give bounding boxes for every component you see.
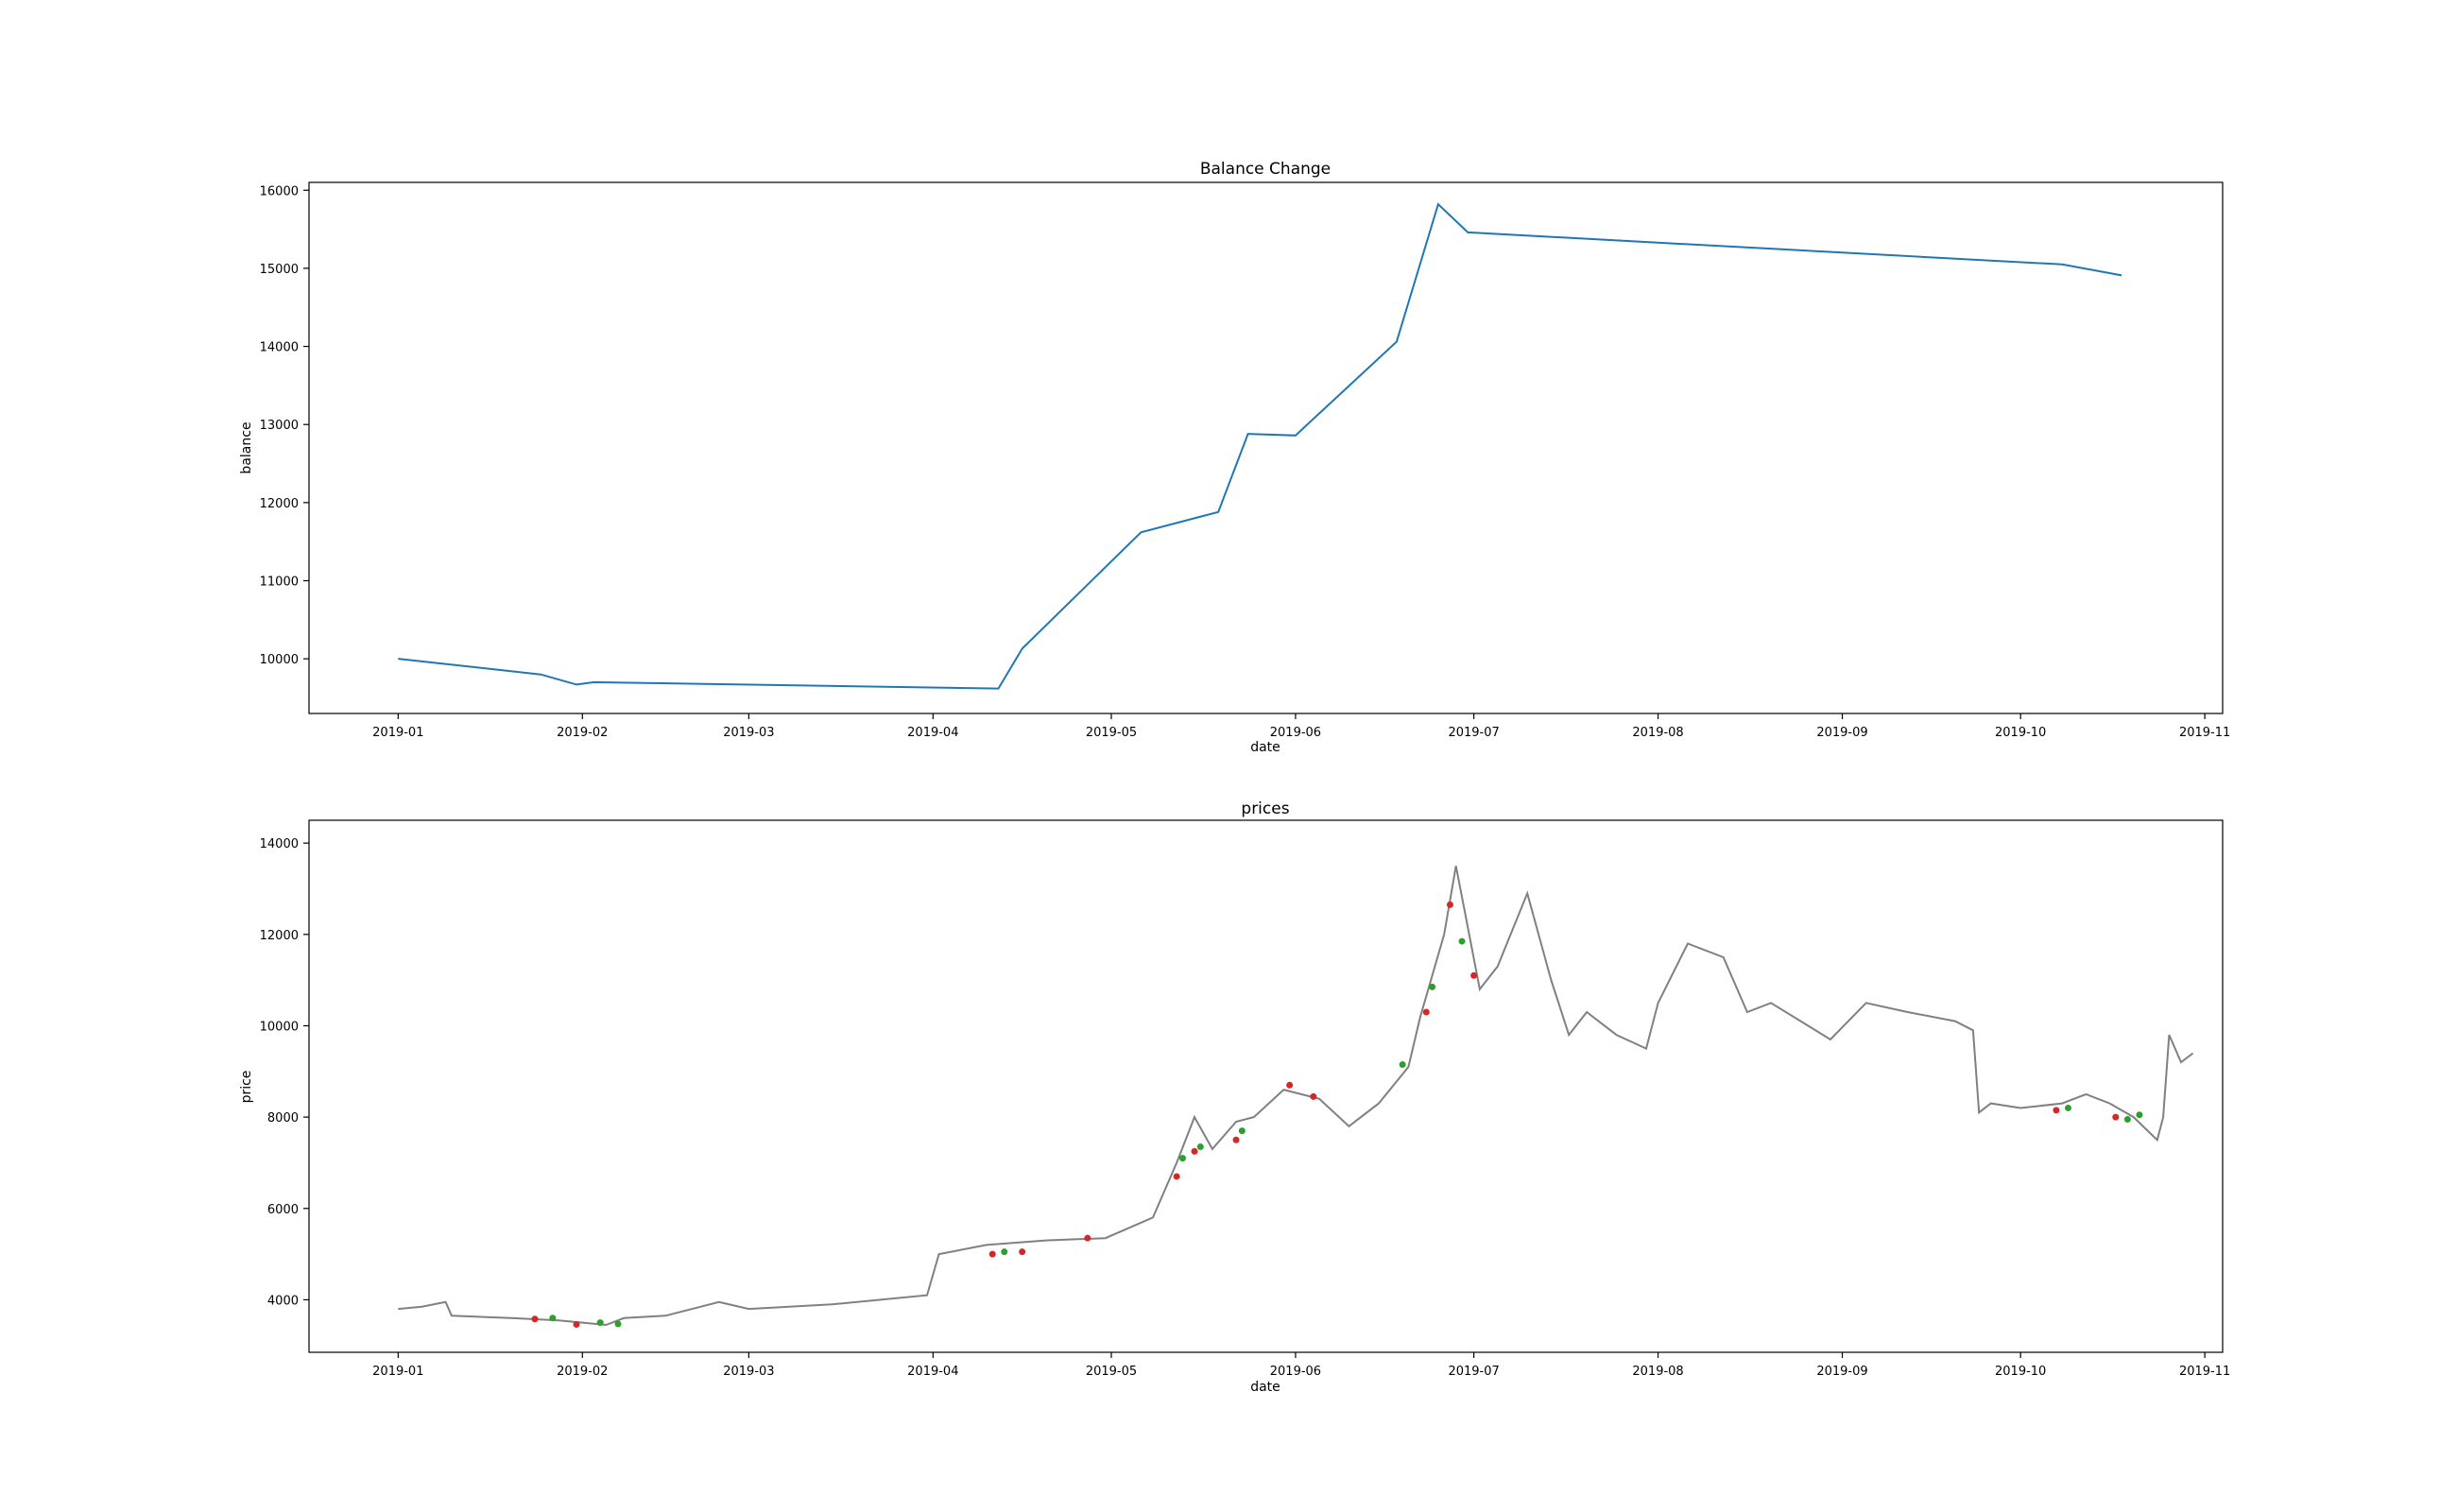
buy-marker: [1429, 983, 1436, 990]
x-tick-label: 2019-09: [1816, 726, 1867, 740]
x-tick-label: 2019-05: [1086, 1365, 1137, 1379]
buy-marker: [549, 1314, 557, 1322]
buy-marker: [1458, 937, 1466, 945]
x-tick-label: 2019-01: [372, 1365, 423, 1379]
y-tick-label: 12000: [260, 929, 299, 943]
y-tick-label: 13000: [260, 419, 299, 433]
prices-chart-x-ticks: 2019-01 2019-02 2019-03 2019-04 2019-05 2019-…: [372, 1352, 2230, 1379]
balance-chart-y-ticks: 10000 11000 12000 13000 14000 15000 16000: [260, 184, 309, 667]
balance-chart-x-ticks: 2019-01 2019-02 2019-03 2019-04 2019-05 2019-…: [372, 713, 2230, 740]
x-tick-label: 2019-10: [1995, 1365, 2046, 1379]
sell-marker: [1422, 1008, 1430, 1016]
balance-chart: Balance Change 2019-01 2019-02 2019-03 2019…: [239, 160, 2230, 755]
sell-marker: [1310, 1092, 1317, 1100]
sell-marker: [1084, 1234, 1091, 1242]
prices-chart: prices 2019-01 2019-02 2019-03 2019-04 2019-…: [239, 799, 2230, 1395]
y-tick-label: 12000: [260, 497, 299, 511]
y-tick-label: 4000: [267, 1294, 299, 1308]
sell-marker: [1173, 1173, 1180, 1180]
y-tick-label: 15000: [260, 263, 299, 277]
prices-chart-x-label: date: [1250, 1380, 1280, 1395]
y-tick-label: 14000: [260, 341, 299, 355]
y-tick-label: 10000: [260, 1020, 299, 1034]
buy-marker: [596, 1319, 604, 1327]
y-tick-label: 14000: [260, 837, 299, 851]
x-tick-label: 2019-06: [1270, 1365, 1321, 1379]
buy-marker: [2064, 1104, 2071, 1111]
sell-markers: [531, 901, 2120, 1329]
buy-marker: [1196, 1143, 1204, 1151]
prices-chart-plot-area: [308, 819, 2224, 1353]
buy-marker: [2136, 1111, 2143, 1119]
x-tick-label: 2019-11: [2179, 1365, 2230, 1379]
sell-marker: [1232, 1136, 1240, 1143]
balance-chart-x-label: date: [1250, 740, 1280, 755]
x-tick-label: 2019-05: [1086, 726, 1137, 740]
x-tick-label: 2019-08: [1632, 726, 1683, 740]
buy-marker: [614, 1320, 622, 1328]
prices-chart-y-label: price: [239, 1071, 254, 1104]
balance-chart-title: Balance Change: [1200, 160, 1331, 179]
buy-marker: [1001, 1248, 1008, 1256]
sell-marker: [531, 1315, 539, 1323]
x-tick-label: 2019-07: [1448, 1365, 1499, 1379]
buy-markers: [549, 937, 2143, 1328]
balance-chart-plot-area: [308, 181, 2224, 714]
buy-marker: [1238, 1127, 1246, 1135]
sell-marker: [2112, 1113, 2120, 1121]
x-tick-label: 2019-09: [1816, 1365, 1867, 1379]
balance-chart-y-label: balance: [239, 421, 254, 473]
sell-marker: [1446, 901, 1453, 908]
x-tick-label: 2019-10: [1995, 726, 2046, 740]
buy-marker: [2123, 1116, 2131, 1124]
y-tick-label: 11000: [260, 576, 299, 590]
x-tick-label: 2019-06: [1270, 726, 1321, 740]
y-tick-label: 6000: [267, 1203, 299, 1217]
y-tick-label: 16000: [260, 184, 299, 198]
sell-marker: [1191, 1147, 1198, 1155]
x-tick-label: 2019-07: [1448, 726, 1499, 740]
sell-marker: [1470, 971, 1478, 979]
balance-line: [398, 202, 2122, 690]
sell-marker: [988, 1250, 996, 1258]
sell-marker: [2053, 1107, 2060, 1114]
x-tick-label: 2019-02: [557, 1365, 608, 1379]
y-tick-label: 8000: [267, 1111, 299, 1125]
sell-marker: [573, 1321, 580, 1329]
x-tick-label: 2019-01: [372, 726, 423, 740]
x-tick-label: 2019-04: [907, 1365, 958, 1379]
price-line: [398, 866, 2194, 1327]
x-tick-label: 2019-02: [557, 726, 608, 740]
sell-marker: [1019, 1248, 1026, 1256]
x-tick-label: 2019-04: [907, 726, 958, 740]
x-tick-label: 2019-03: [723, 726, 774, 740]
prices-chart-title: prices: [1241, 799, 1289, 818]
buy-marker: [1178, 1155, 1186, 1162]
y-tick-label: 10000: [260, 653, 299, 667]
prices-chart-y-ticks: 4000 6000 8000 10000 12000 14000: [260, 837, 309, 1308]
x-tick-label: 2019-11: [2179, 726, 2230, 740]
x-tick-label: 2019-08: [1632, 1365, 1683, 1379]
sell-marker: [1286, 1081, 1294, 1089]
x-tick-label: 2019-03: [723, 1365, 774, 1379]
buy-marker: [1399, 1061, 1406, 1069]
